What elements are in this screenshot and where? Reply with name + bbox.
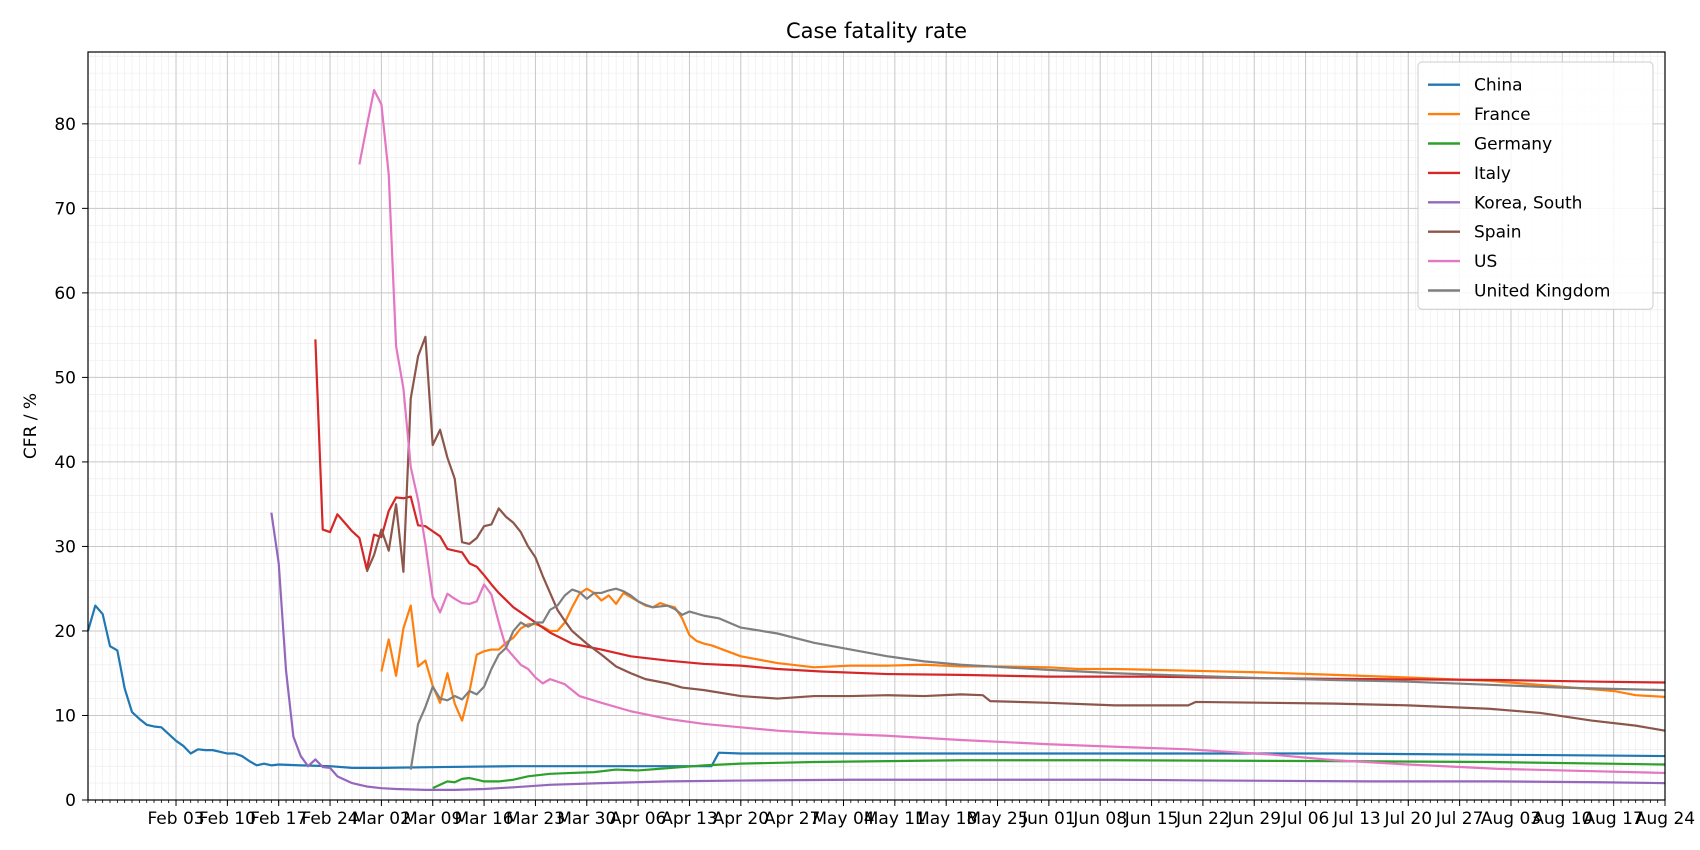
legend: China France Germany Italy Korea, South Spain… [1417,61,1654,310]
series-line-korea-south [270,512,1666,791]
y-tick-label: 40 [54,453,76,473]
y-tick-label: 10 [54,706,76,726]
x-tick-label: Jul 06 [1281,809,1330,829]
x-tick-label: Aug 17 [1584,809,1644,829]
legend-box [1417,61,1654,310]
series-line-united-kingdom [409,587,1666,770]
x-tick-label: Mar 23 [506,809,565,829]
x-tick-label: Feb 17 [250,809,307,829]
series-line-italy [314,339,1666,684]
x-tick-label: Jul 20 [1384,809,1433,829]
x-tick-label: Jun 22 [1175,809,1230,829]
plot-frame [87,51,1666,801]
y-tick-label: 30 [54,537,76,557]
legend-label-us: US [1474,252,1497,272]
x-tick-label: Mar 02 [352,809,411,829]
y-tick-label: 70 [54,199,76,219]
x-tick-label: Aug 10 [1532,809,1592,829]
x-tick-label: Jun 08 [1072,809,1127,829]
x-tick-label: Feb 10 [199,809,256,829]
series-line-spain [365,335,1666,732]
legend-label-france: France [1474,105,1531,125]
x-tick-label: Jun 29 [1226,809,1281,829]
legend-label-italy: Italy [1474,164,1511,184]
x-tick-label: Apr 13 [661,809,717,829]
legend-label-korea-south: Korea, South [1474,193,1582,213]
y-tick-label: 50 [54,368,76,388]
x-tick-label: Jun 01 [1021,809,1076,829]
series-line-france [380,587,1666,722]
x-tick-label: Apr 06 [610,809,666,829]
x-tick-label: May 04 [812,809,874,829]
y-tick-label: 60 [54,284,76,304]
x-tick-label: Feb 03 [147,809,204,829]
x-tick-label: Aug 03 [1481,809,1541,829]
x-tick-label: May 11 [864,809,926,829]
y-tick-label: 80 [54,115,76,135]
x-tick-label: May 25 [966,809,1028,829]
legend-label-united-kingdom: United Kingdom [1474,282,1610,302]
y-tick-label: 0 [65,791,76,811]
x-tick-label: May 18 [915,809,977,829]
x-tick-label: Apr 27 [764,809,820,829]
legend-label-spain: Spain [1474,223,1522,243]
x-tick-label: Feb 24 [301,809,358,829]
series-layer [86,88,1666,791]
legend-label-germany: Germany [1474,135,1552,155]
x-tick-label: Mar 16 [455,809,514,829]
chart-title: Case fatality rate [786,19,967,43]
x-tick-label: Mar 09 [403,809,462,829]
x-tick-label: Jun 15 [1124,809,1179,829]
series-line-germany [432,759,1666,790]
y-axis-label: CFR / % [21,393,41,459]
x-tick-label: Jul 27 [1435,809,1484,829]
y-tick-label: 20 [54,622,76,642]
series-line-us [358,88,1666,775]
x-tick-label: Aug 24 [1635,809,1695,829]
x-tick-label: Jul 13 [1332,809,1381,829]
x-tick-label: Apr 20 [713,809,769,829]
legend-label-china: China [1474,76,1523,96]
y-axis-ticks: 0 10 20 30 40 50 60 70 80 [54,115,88,811]
x-tick-label: Mar 30 [557,809,616,829]
